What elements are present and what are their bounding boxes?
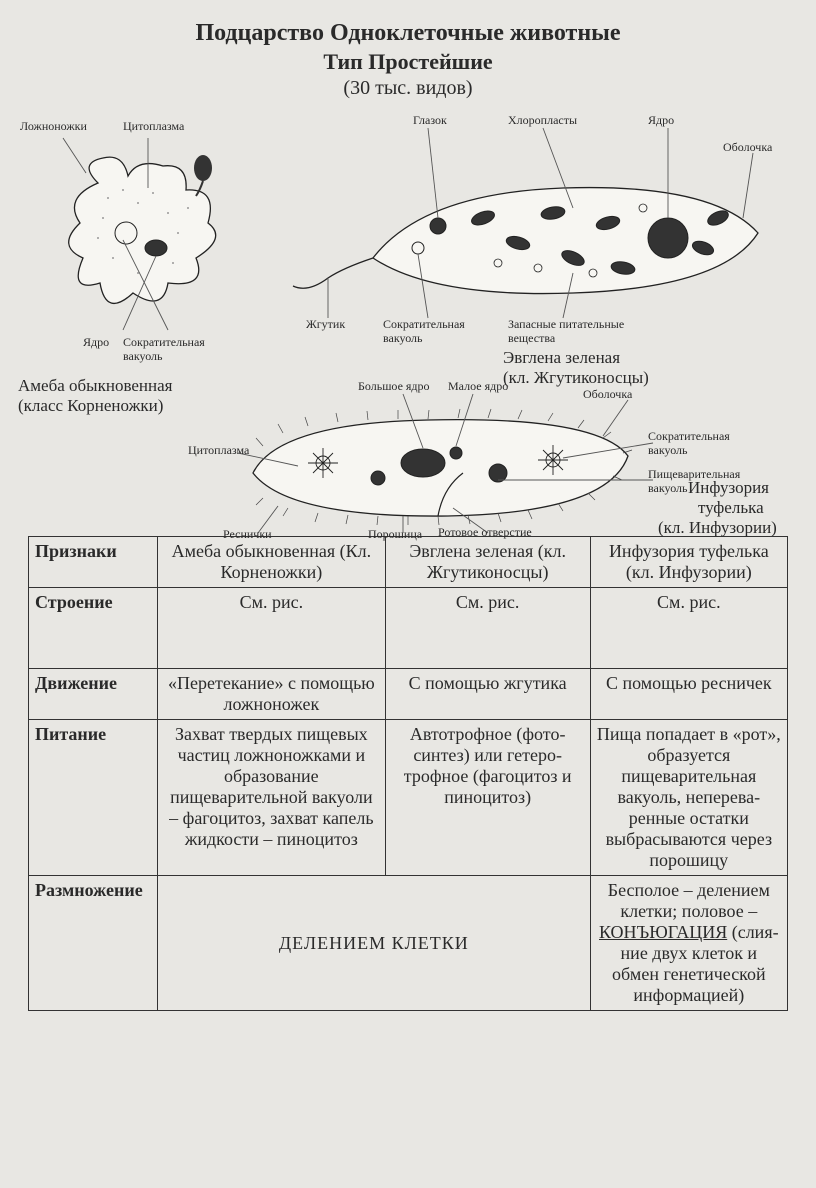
amoeba-diagram	[28, 128, 278, 358]
repro-c3-a: Бесполое – деле­нием клетки; по­ловое –	[608, 880, 770, 921]
row-label: Размноже­ние	[29, 876, 158, 1011]
cell: Автотрофное (фото­синтез) или гетеро­тро…	[385, 720, 590, 876]
amoeba-caption-1: Амеба обыкновенная	[18, 376, 173, 396]
row-label: Движение	[29, 669, 158, 720]
paramecium-label-small-nucleus: Малое ядро	[448, 380, 508, 394]
paramecium-caption-3: (кл. Инфузории)	[658, 518, 777, 538]
table-row-reproduction: Размноже­ние ДЕЛЕНИЕМ КЛЕТКИ Бесполое – …	[29, 876, 788, 1011]
col-header-1: Амеба обыкновенная (Кл. Корненожки)	[158, 537, 386, 588]
table-row-structure: Строение См. рис. См. рис. См. рис.	[29, 588, 788, 669]
paramecium-caption-1: Инфузория	[688, 478, 769, 498]
paramecium-diagram	[208, 388, 668, 538]
table-row-movement: Движение «Перетекание» с по­мощью ложнон…	[29, 669, 788, 720]
paramecium-label-membrane: Оболочка	[583, 388, 632, 402]
cell: «Перетекание» с по­мощью ложноножек	[158, 669, 386, 720]
amoeba-label-vac: Сократительная вакуоль	[123, 336, 205, 364]
page-title: Подцарство Одноклеточные животные	[28, 20, 788, 47]
cell: Пища попадает в «рот», образуется пищева…	[590, 720, 787, 876]
paramecium-label-big-nucleus: Большое ядро	[358, 380, 430, 394]
cell-merged: ДЕЛЕНИЕМ КЛЕТКИ	[158, 876, 591, 1011]
amoeba-caption-2: (класс Корненожки)	[18, 396, 163, 416]
amoeba-label-cytoplasm: Цитоплазма	[123, 120, 184, 134]
cell: См. рис.	[590, 588, 787, 669]
euglena-caption-1: Эвглена зеленая	[503, 348, 620, 368]
table-row-nutrition: Питание Захват твердых пище­вых частиц л…	[29, 720, 788, 876]
comparison-table: Признаки Амеба обыкновенная (Кл. Корнено…	[28, 536, 788, 1011]
cell: Захват твердых пище­вых частиц ложнонож­…	[158, 720, 386, 876]
paramecium-caption-2: туфелька	[698, 498, 764, 518]
euglena-label-reserve: Запасные питательные вещества	[508, 318, 624, 346]
amoeba-label-pseudopodia: Ложноножки	[20, 120, 87, 134]
euglena-label-nucleus: Ядро	[648, 114, 674, 128]
page-subtitle: Тип Простейшие	[28, 49, 788, 75]
euglena-label-eyespot: Глазок	[413, 114, 447, 128]
cell: С помощью рес­ничек	[590, 669, 787, 720]
col-header-0: Признаки	[29, 537, 158, 588]
repro-c3-u: КОНЪ­ЮГАЦИЯ	[599, 922, 727, 942]
euglena-label-contr-vac: Сократительная вакуоль	[383, 318, 465, 346]
cell: С помощью жгутика	[385, 669, 590, 720]
paramecium-label-cytopyge: Порошица	[368, 528, 422, 542]
col-header-2: Эвглена зеленая (кл. Жгутиконосцы)	[385, 537, 590, 588]
table-header-row: Признаки Амеба обыкновенная (Кл. Корнено…	[29, 537, 788, 588]
paramecium-label-mouth: Ротовое отверстие	[438, 526, 532, 540]
cell: См. рис.	[158, 588, 386, 669]
paramecium-label-contr-vac: Сократительная вакуоль	[648, 430, 730, 458]
euglena-caption-2: (кл. Жгутиконосцы)	[503, 368, 649, 388]
diagram-area: Ложноножки Цитоплазма Ядро Сократительна…	[28, 108, 788, 536]
col-header-3: Инфузория ту­фелька (кл. Ин­фузории)	[590, 537, 787, 588]
cell: См. рис.	[385, 588, 590, 669]
euglena-diagram	[273, 118, 793, 328]
euglena-label-flagellum: Жгутик	[306, 318, 345, 332]
row-label: Питание	[29, 720, 158, 876]
euglena-label-membrane: Оболочка	[723, 141, 772, 155]
paramecium-label-cytoplasm: Цитоплазма	[188, 444, 249, 458]
paramecium-label-cilia: Реснички	[223, 528, 272, 542]
euglena-label-chloroplast: Хлоропласты	[508, 114, 577, 128]
cell-reproduction-c3: Бесполое – деле­нием клетки; по­ловое – …	[590, 876, 787, 1011]
species-count: (30 тыс. видов)	[28, 77, 788, 100]
amoeba-label-nucleus: Ядро	[83, 336, 109, 350]
row-label: Строение	[29, 588, 158, 669]
